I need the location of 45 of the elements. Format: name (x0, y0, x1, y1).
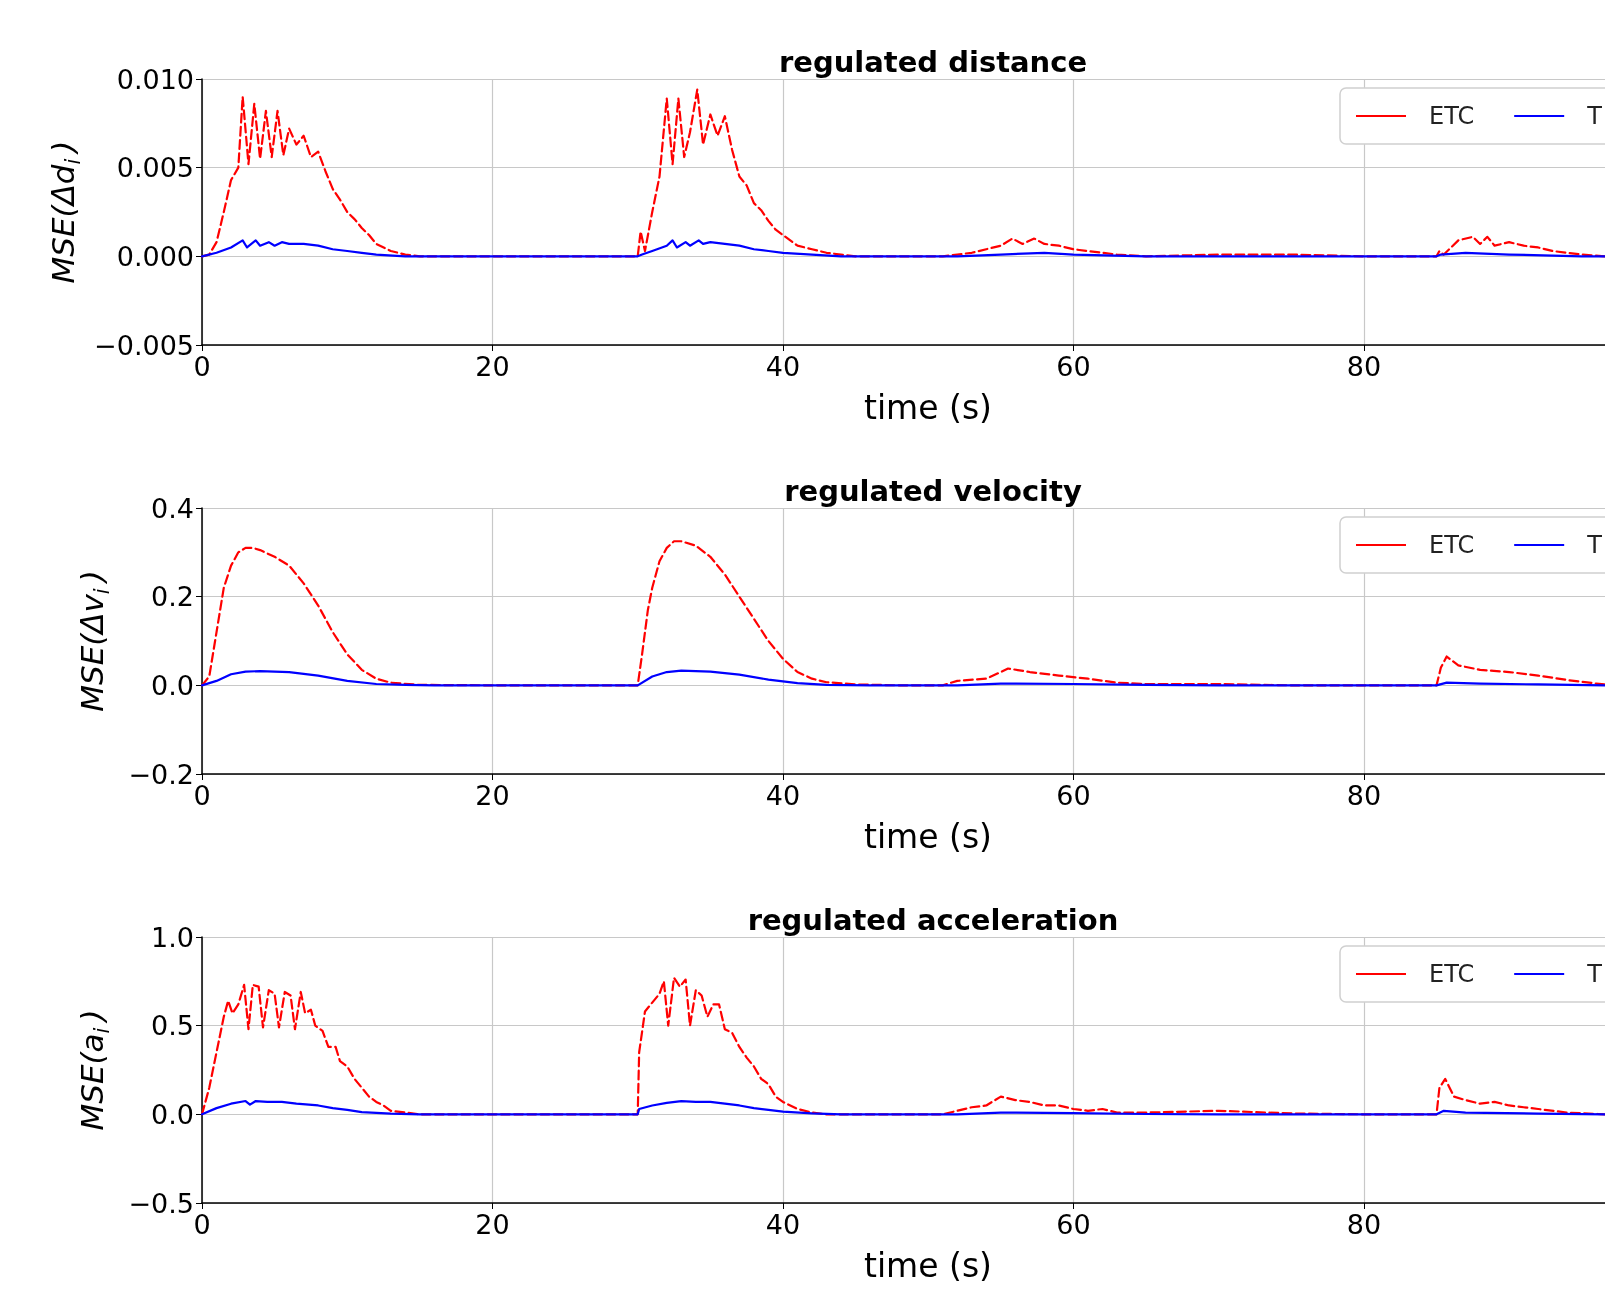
x-tick-label: 80 (1346, 780, 1382, 811)
y-tick-label: −0.005 (94, 329, 194, 361)
legend-label: T (1586, 102, 1603, 130)
y-tick-label: 0.0 (151, 1098, 194, 1130)
y-tick-label: 0.010 (116, 63, 194, 95)
x-tick-label: 20 (475, 351, 510, 382)
y-axis-title: MSE(Δvi) (74, 570, 114, 712)
x-tick-label: 40 (765, 1209, 801, 1240)
x-tick-label: 80 (1346, 1209, 1382, 1240)
y-tick-label: 0.0 (151, 669, 194, 701)
x-tick-label: 40 (765, 351, 801, 382)
x-axis-title: time (s) (864, 817, 992, 856)
x-tick-label: 20 (475, 1209, 510, 1240)
x-tick-label: 0 (193, 1209, 211, 1240)
y-tick-label: 0.4 (151, 492, 194, 524)
y-axis-title: MSE(Δdi) (45, 140, 85, 284)
chart-title: regulated distance (778, 44, 1088, 79)
legend-label: ETC (1429, 531, 1475, 559)
y-tick-label: 0.000 (116, 240, 194, 272)
x-tick-label: 40 (765, 780, 801, 811)
legend-label: T (1586, 531, 1603, 559)
line-series (200, 669, 1605, 687)
x-tick-label: 60 (1056, 1209, 1091, 1240)
x-tick-label: 60 (1056, 780, 1091, 811)
x-tick-label: 60 (1056, 351, 1091, 382)
x-tick-label: 80 (1346, 351, 1382, 382)
y-tick-label: 0.005 (116, 152, 194, 184)
y-tick-label: −0.2 (128, 758, 194, 790)
x-tick-label: 20 (475, 780, 510, 811)
chart-title: regulated velocity (784, 473, 1082, 508)
line-series (200, 239, 1605, 258)
y-axis-title: MSE(ai) (74, 1009, 114, 1131)
legend-label: ETC (1429, 102, 1475, 130)
legend-label: T (1586, 960, 1603, 988)
x-tick-label: 0 (193, 351, 211, 382)
line-series (200, 1099, 1605, 1116)
x-axis-title: time (s) (864, 1246, 992, 1285)
x-axis-title: time (s) (864, 388, 992, 427)
x-tick-label: 0 (193, 780, 211, 811)
legend-label: ETC (1429, 960, 1475, 988)
y-tick-label: −0.5 (128, 1187, 194, 1219)
y-tick-label: 0.2 (151, 581, 194, 613)
y-tick-label: 0.5 (151, 1010, 194, 1042)
y-tick-label: 1.0 (151, 921, 194, 953)
chart-title: regulated acceleration (747, 902, 1119, 937)
